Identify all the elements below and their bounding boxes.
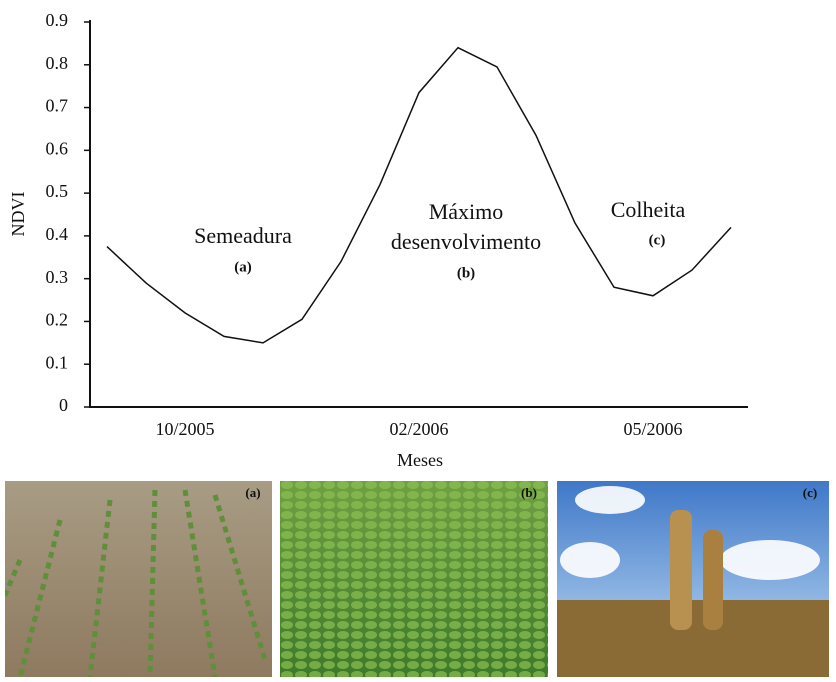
x-tick-label: 05/2006 [623, 419, 682, 439]
photo-b: (b) [280, 481, 548, 677]
photo-a: (a) [5, 481, 272, 677]
y-tick-label: 0.2 [46, 310, 69, 330]
x-axis-label: Meses [397, 450, 443, 470]
photo-label: (c) [803, 485, 817, 500]
ndvi-line [106, 46, 732, 344]
photo-c: (c) [557, 481, 829, 677]
annotation: Máximo [429, 199, 504, 224]
y-tick-label: 0.1 [46, 352, 69, 372]
annotation: (a) [234, 259, 252, 275]
y-tick-label: 0.8 [46, 53, 69, 73]
annotation: Colheita [611, 197, 686, 222]
annotation: (c) [649, 232, 666, 248]
annotation: desenvolvimento [391, 229, 541, 254]
x-tick-label: 10/2005 [155, 419, 214, 439]
y-tick-label: 0.3 [46, 267, 69, 287]
x-tick-label: 02/2006 [389, 419, 448, 439]
y-tick-label: 0.9 [46, 10, 69, 30]
axes [89, 20, 748, 408]
y-tick-label: 0.5 [46, 181, 69, 201]
y-tick-label: 0.6 [46, 138, 69, 158]
annotation: (b) [457, 265, 475, 281]
y-tick-label: 0.4 [46, 224, 69, 244]
y-tick-label: 0.7 [46, 96, 69, 116]
photo-label: (b) [521, 485, 537, 500]
photo-label: (a) [245, 485, 260, 500]
y-axis-label: NDVI [8, 192, 28, 237]
annotation: Semeadura [194, 223, 292, 248]
y-tick-label: 0 [59, 395, 68, 415]
